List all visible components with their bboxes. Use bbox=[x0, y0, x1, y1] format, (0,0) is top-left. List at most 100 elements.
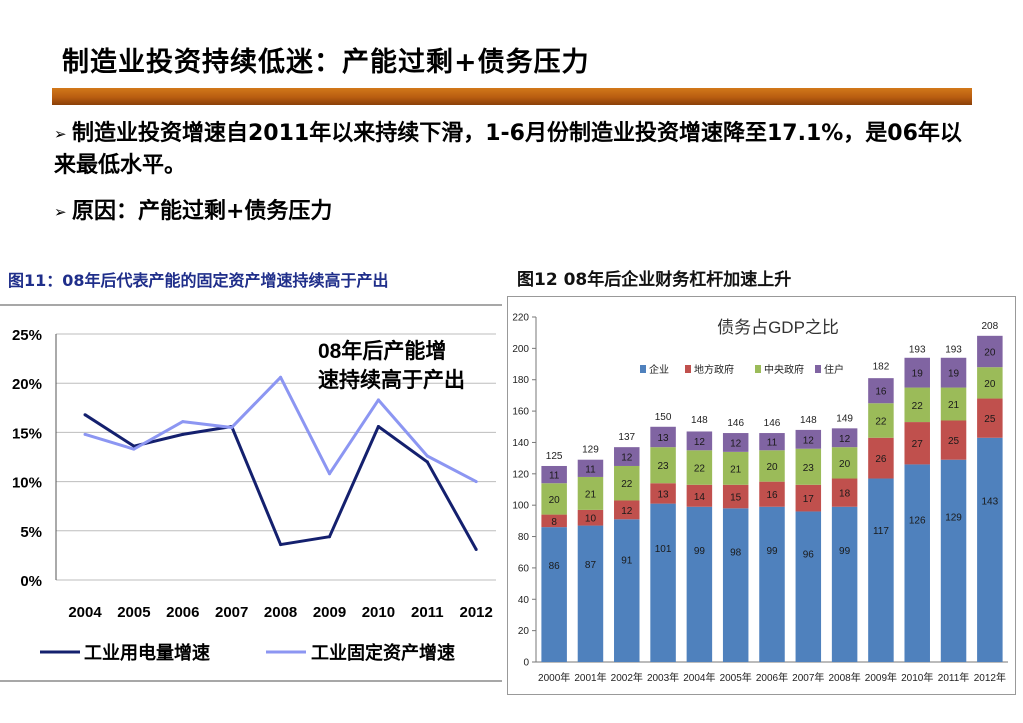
x-tick-label: 2004年 bbox=[683, 671, 715, 684]
bar-segment-corporate bbox=[541, 527, 567, 662]
bar-total-label: 146 bbox=[764, 418, 781, 429]
segment-value-label: 12 bbox=[803, 435, 815, 446]
segment-value-label: 117 bbox=[873, 526, 889, 537]
segment-value-label: 99 bbox=[839, 546, 851, 557]
segment-value-label: 17 bbox=[803, 494, 815, 505]
bar-segment-household bbox=[831, 428, 858, 448]
data-point bbox=[132, 444, 136, 448]
bar-segment-local-gov bbox=[541, 514, 567, 528]
x-tick-label: 2008 bbox=[264, 604, 297, 621]
segment-value-label: 87 bbox=[585, 560, 597, 571]
y-tick-label: 80 bbox=[518, 532, 530, 543]
data-point bbox=[328, 472, 331, 476]
segment-value-label: 22 bbox=[694, 464, 706, 475]
x-tick-label: 2009年 bbox=[865, 671, 897, 684]
data-point bbox=[474, 547, 478, 551]
segment-value-label: 10 bbox=[585, 514, 597, 525]
segment-value-label: 25 bbox=[948, 436, 960, 447]
y-tick-label: 160 bbox=[512, 407, 529, 418]
segment-value-label: 21 bbox=[585, 489, 597, 500]
bar-segment-corporate bbox=[940, 459, 967, 662]
bar-segment-household bbox=[940, 357, 967, 388]
x-tick-label: 2008年 bbox=[828, 671, 860, 684]
segment-value-label: 12 bbox=[839, 434, 851, 445]
segment-value-label: 25 bbox=[984, 414, 996, 425]
x-tick-label: 2007年 bbox=[792, 671, 824, 684]
y-tick-label: 120 bbox=[512, 469, 529, 480]
segment-value-label: 14 bbox=[694, 492, 706, 503]
bar-segment-corporate bbox=[868, 478, 894, 662]
bar-segment-local-gov bbox=[650, 483, 676, 504]
bar-total-label: 150 bbox=[655, 412, 672, 423]
legend-label: 企业 bbox=[649, 363, 669, 376]
bullet-text: 原因：产能过剩+债务压力 bbox=[72, 199, 333, 224]
data-point bbox=[279, 543, 283, 547]
bar-segment-corporate bbox=[904, 464, 930, 662]
segment-value-label: 86 bbox=[549, 561, 561, 572]
line-chart-background bbox=[0, 300, 502, 682]
bar-segment-household bbox=[759, 433, 785, 451]
bar-chart-title: 债务占GDP之比 bbox=[717, 318, 839, 337]
data-point bbox=[230, 425, 234, 429]
segment-value-label: 143 bbox=[982, 497, 999, 508]
x-tick-label: 2012年 bbox=[974, 671, 1006, 684]
bar-total-label: 129 bbox=[582, 445, 599, 456]
bar-segment-central-gov bbox=[940, 387, 967, 421]
legend-swatch bbox=[755, 365, 761, 373]
bar-segment-central-gov bbox=[614, 465, 640, 501]
stacked-bar-chart-panel: 0 20 40 60 80 100 120 140 160 180 200 220 债务占GDP之比 企业… bbox=[507, 296, 1016, 695]
segment-value-label: 96 bbox=[803, 550, 815, 561]
x-tick-label: 2011年 bbox=[938, 671, 970, 684]
bar-segment-central-gov bbox=[577, 476, 604, 510]
y-tick-label: 20% bbox=[12, 376, 42, 393]
segment-value-label: 12 bbox=[621, 506, 633, 517]
bar-segment-corporate bbox=[795, 511, 822, 662]
bar-total-label: 193 bbox=[909, 344, 926, 355]
bar-total-label: 146 bbox=[727, 418, 744, 429]
bar-segment-local-gov bbox=[795, 484, 822, 512]
x-tick-label: 2005 bbox=[117, 604, 150, 621]
legend-label: 住户 bbox=[824, 363, 844, 376]
x-tick-label: 2006年 bbox=[756, 671, 788, 684]
segment-value-label: 20 bbox=[766, 462, 778, 473]
bar-segment-household bbox=[904, 357, 930, 388]
bar-segment-corporate bbox=[577, 525, 604, 662]
y-tick-label: 25% bbox=[12, 327, 42, 344]
bullet-arrow-icon: ➢ bbox=[54, 125, 67, 143]
bar-segment-central-gov bbox=[868, 403, 894, 438]
x-tick-label: 2003年 bbox=[647, 671, 679, 684]
x-tick-label: 2002年 bbox=[611, 671, 643, 684]
bar-segment-household bbox=[614, 447, 640, 466]
legend-swatch bbox=[685, 365, 691, 373]
segment-value-label: 26 bbox=[875, 454, 887, 465]
bar-segment-central-gov bbox=[541, 483, 567, 515]
bar-segment-household bbox=[577, 459, 604, 477]
segment-value-label: 98 bbox=[730, 547, 742, 558]
line-chart-panel: 0% 5% 10% 15% 20% 25% 2004 2005 2006 2007 2008 2009… bbox=[0, 300, 502, 682]
bullet-text: 制造业投资增速自2011年以来持续下滑，1-6月份制造业投资增速降至17.1%，… bbox=[54, 121, 962, 178]
data-point bbox=[83, 432, 87, 436]
y-tick-label: 140 bbox=[512, 438, 529, 449]
bar-segment-household bbox=[541, 465, 567, 484]
x-tick-label: 2006 bbox=[166, 604, 199, 621]
figure-12-caption: 图12 08年后企业财务杠杆加速上升 bbox=[517, 270, 792, 290]
segment-value-label: 13 bbox=[658, 433, 670, 444]
legend-label: 地方政府 bbox=[694, 363, 734, 376]
title-divider-bar bbox=[52, 88, 972, 105]
segment-value-label: 23 bbox=[658, 461, 670, 472]
bar-segment-local-gov bbox=[722, 484, 749, 509]
segment-value-label: 15 bbox=[730, 493, 742, 504]
y-tick-label: 10% bbox=[12, 475, 42, 492]
bar-segment-central-gov bbox=[904, 387, 930, 423]
figure-11-caption: 图11：08年后代表产能的固定资产增速持续高于产出 bbox=[8, 271, 389, 290]
bar-segment-local-gov bbox=[940, 420, 967, 460]
segment-value-label: 23 bbox=[803, 463, 815, 474]
x-tick-label: 2005年 bbox=[720, 671, 752, 684]
y-tick-label: 15% bbox=[12, 425, 42, 442]
bar-segment-household bbox=[722, 433, 749, 452]
segment-value-label: 12 bbox=[621, 453, 633, 464]
y-tick-label: 100 bbox=[512, 501, 529, 512]
bar-segment-central-gov bbox=[759, 450, 785, 482]
bar-segment-corporate bbox=[722, 508, 749, 662]
bar-segment-corporate bbox=[977, 437, 1003, 662]
